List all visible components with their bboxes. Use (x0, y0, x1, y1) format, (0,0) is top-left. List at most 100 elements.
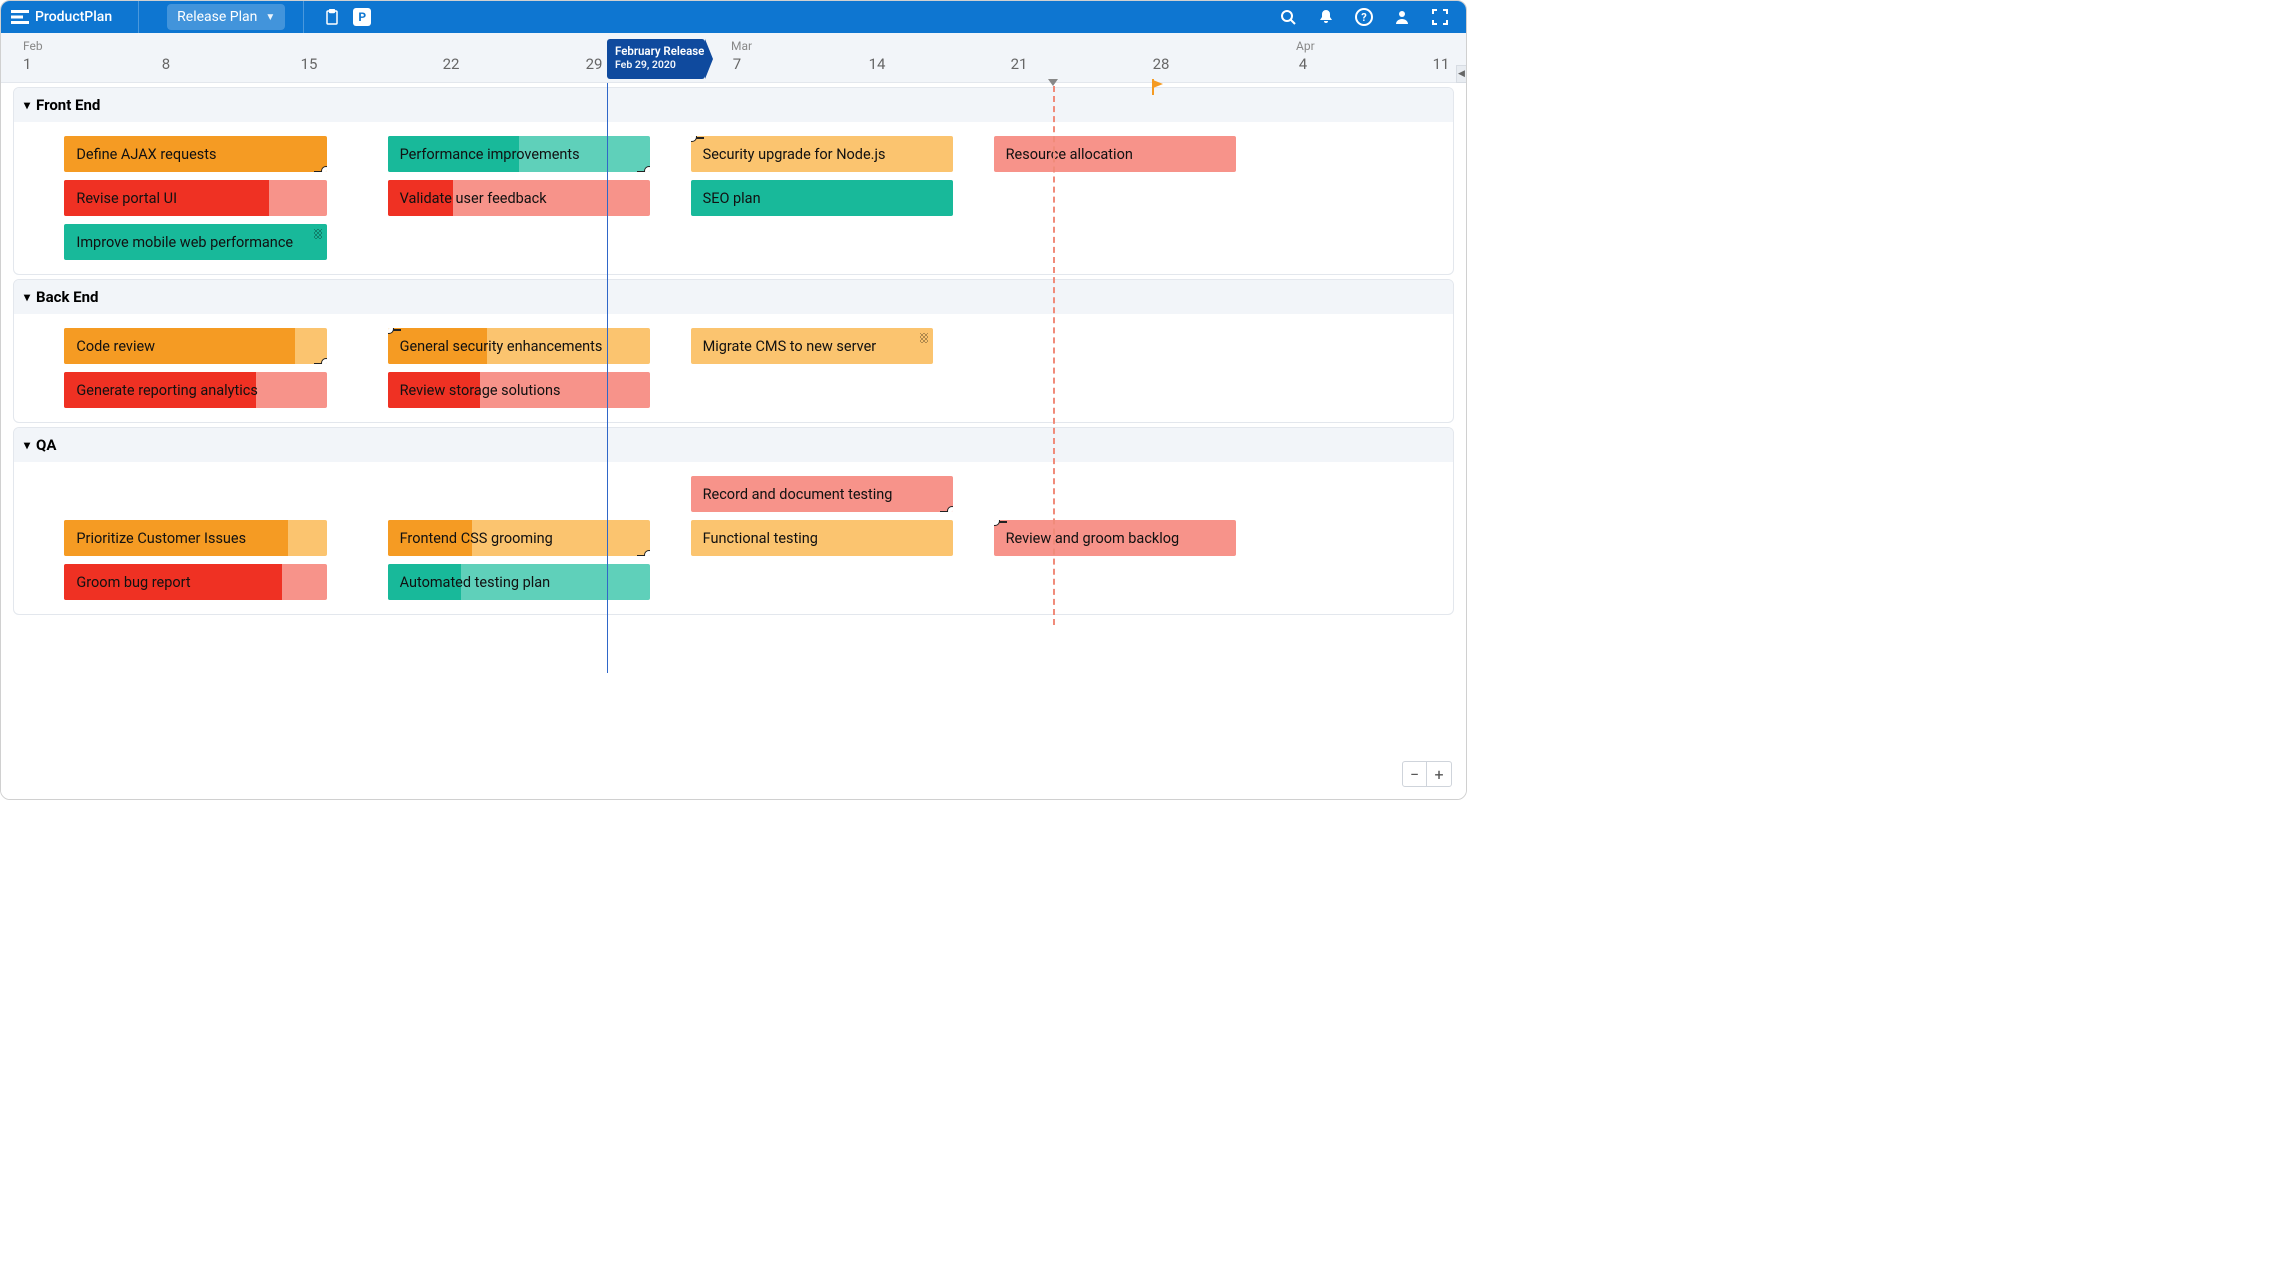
day-label: 14 (869, 55, 886, 73)
clipboard-icon[interactable] (322, 7, 342, 27)
lane-row: Revise portal UI Validate user feedback SE… (14, 176, 1453, 220)
bar-label: Define AJAX requests (76, 146, 216, 163)
lane-row: Generate reporting analytics Review stora… (14, 368, 1453, 412)
day-label: 15 (301, 55, 318, 73)
bar-label: Prioritize Customer Issues (76, 530, 246, 547)
milestone-marker[interactable]: February ReleaseFeb 29, 2020 (607, 39, 705, 79)
bar-label: Resource allocation (1006, 146, 1133, 163)
logo-icon (11, 10, 29, 24)
timeline-bar[interactable]: Performance improvements (388, 136, 651, 172)
help-icon[interactable]: ? (1354, 7, 1374, 27)
day-label: 21 (1011, 55, 1028, 73)
lane: ▾ Front End Define AJAX requests Performanc… (13, 87, 1454, 275)
lane-title: Front End (36, 96, 100, 114)
search-icon[interactable] (1278, 7, 1298, 27)
bar-label: Migrate CMS to new server (703, 338, 877, 355)
timeline-bar[interactable]: Prioritize Customer Issues (64, 520, 327, 556)
chevron-down-icon: ▾ (24, 98, 30, 112)
timeline-header[interactable]: FebMarApr181522297142128411February Rele… (1, 33, 1466, 83)
bar-label: Performance improvements (400, 146, 580, 163)
lane-row: Improve mobile web performance (14, 220, 1453, 264)
bar-label: Revise portal UI (76, 190, 177, 207)
lane: ▾ QA Record and document testing Prioritize… (13, 427, 1454, 615)
bar-label: SEO plan (703, 190, 761, 207)
connector-handle[interactable] (321, 166, 327, 172)
product-name: ProductPlan (35, 9, 112, 25)
bar-label: Automated testing plan (400, 574, 551, 591)
milestone-flag-icon[interactable] (1151, 79, 1165, 99)
header-separator (138, 1, 139, 33)
bar-label: Improve mobile web performance (76, 234, 293, 251)
svg-text:?: ? (1361, 11, 1367, 24)
user-icon[interactable] (1392, 7, 1412, 27)
bar-label: Record and document testing (703, 486, 893, 503)
timeline-bar[interactable]: Generate reporting analytics (64, 372, 327, 408)
bar-label: Validate user feedback (400, 190, 547, 207)
bar-label: Code review (76, 338, 155, 355)
plan-selector-label: Release Plan (177, 9, 257, 25)
connector-handle[interactable] (321, 358, 327, 364)
grip-icon[interactable] (920, 333, 928, 343)
timeline-bar[interactable]: Validate user feedback (388, 180, 651, 216)
timeline-bar[interactable]: Resource allocation (994, 136, 1236, 172)
timeline-bar[interactable]: Review storage solutions (388, 372, 651, 408)
timeline-bar[interactable]: Migrate CMS to new server (691, 328, 933, 364)
timeline-bar[interactable]: Define AJAX requests (64, 136, 327, 172)
fullscreen-icon[interactable] (1430, 7, 1450, 27)
lane: ▾Back End Code review General security enh… (13, 279, 1454, 423)
zoom-in-button[interactable]: + (1427, 762, 1451, 786)
connector-handle[interactable] (994, 520, 1000, 526)
day-label: 8 (162, 55, 170, 73)
connector-handle[interactable] (947, 506, 953, 512)
lane-row: Record and document testing (14, 472, 1453, 516)
timeline-bar[interactable]: General security enhancements (388, 328, 651, 364)
bar-label: Review and groom backlog (1006, 530, 1180, 547)
month-label: Feb (23, 39, 43, 53)
lane-body[interactable]: Record and document testing Prioritize Cu… (14, 462, 1453, 614)
timeline-bar[interactable]: Groom bug report (64, 564, 327, 600)
timeline-bar[interactable]: Automated testing plan (388, 564, 651, 600)
timeline-bar[interactable]: Record and document testing (691, 476, 954, 512)
parking-lot-icon[interactable]: P (352, 7, 372, 27)
timeline-bar[interactable]: Code review (64, 328, 327, 364)
bar-label: Generate reporting analytics (76, 382, 257, 399)
timeline-bar[interactable]: Security upgrade for Node.js (691, 136, 954, 172)
timeline-area: FebMarApr181522297142128411February Rele… (1, 33, 1466, 799)
bar-label: Security upgrade for Node.js (703, 146, 886, 163)
zoom-out-button[interactable]: − (1403, 762, 1427, 786)
app-frame: ProductPlan Release Plan ▼ P ? (0, 0, 1467, 800)
connector-handle[interactable] (644, 166, 650, 172)
milestone-title: February Release (615, 44, 697, 58)
connector-handle[interactable] (644, 550, 650, 556)
lane-body[interactable]: Define AJAX requests Performance improvem… (14, 122, 1453, 274)
timeline-bar[interactable]: Frontend CSS grooming (388, 520, 651, 556)
connector-handle[interactable] (691, 136, 697, 142)
chevron-down-icon: ▼ (265, 12, 275, 23)
month-label: Apr (1296, 39, 1315, 53)
collapse-side-handle[interactable]: ◀ (1456, 65, 1466, 83)
grip-icon[interactable] (314, 229, 322, 239)
plan-selector-button[interactable]: Release Plan ▼ (167, 4, 285, 30)
timeline-bar[interactable]: SEO plan (691, 180, 954, 216)
bar-label: General security enhancements (400, 338, 603, 355)
zoom-control: − + (1402, 761, 1452, 787)
lane-row: Code review General security enhancements… (14, 324, 1453, 368)
day-label: 1 (23, 55, 31, 73)
bar-label: Review storage solutions (400, 382, 561, 399)
timeline-bar[interactable]: Review and groom backlog (994, 520, 1236, 556)
lane-header[interactable]: ▾ Front End (14, 88, 1453, 122)
timeline-bar[interactable]: Functional testing (691, 520, 954, 556)
product-logo[interactable]: ProductPlan (11, 9, 120, 25)
lane-header[interactable]: ▾Back End (14, 280, 1453, 314)
milestone-date: Feb 29, 2020 (615, 58, 697, 72)
lane-title: Back End (36, 288, 98, 306)
timeline-bar[interactable]: Revise portal UI (64, 180, 327, 216)
chevron-down-icon: ▾ (24, 438, 30, 452)
bell-icon[interactable] (1316, 7, 1336, 27)
lane-body[interactable]: Code review General security enhancements… (14, 314, 1453, 422)
timeline-bar[interactable]: Improve mobile web performance (64, 224, 327, 260)
lane-header[interactable]: ▾ QA (14, 428, 1453, 462)
lane-row: Define AJAX requests Performance improvem… (14, 132, 1453, 176)
p-badge: P (353, 8, 371, 26)
lane-title: QA (36, 436, 56, 454)
